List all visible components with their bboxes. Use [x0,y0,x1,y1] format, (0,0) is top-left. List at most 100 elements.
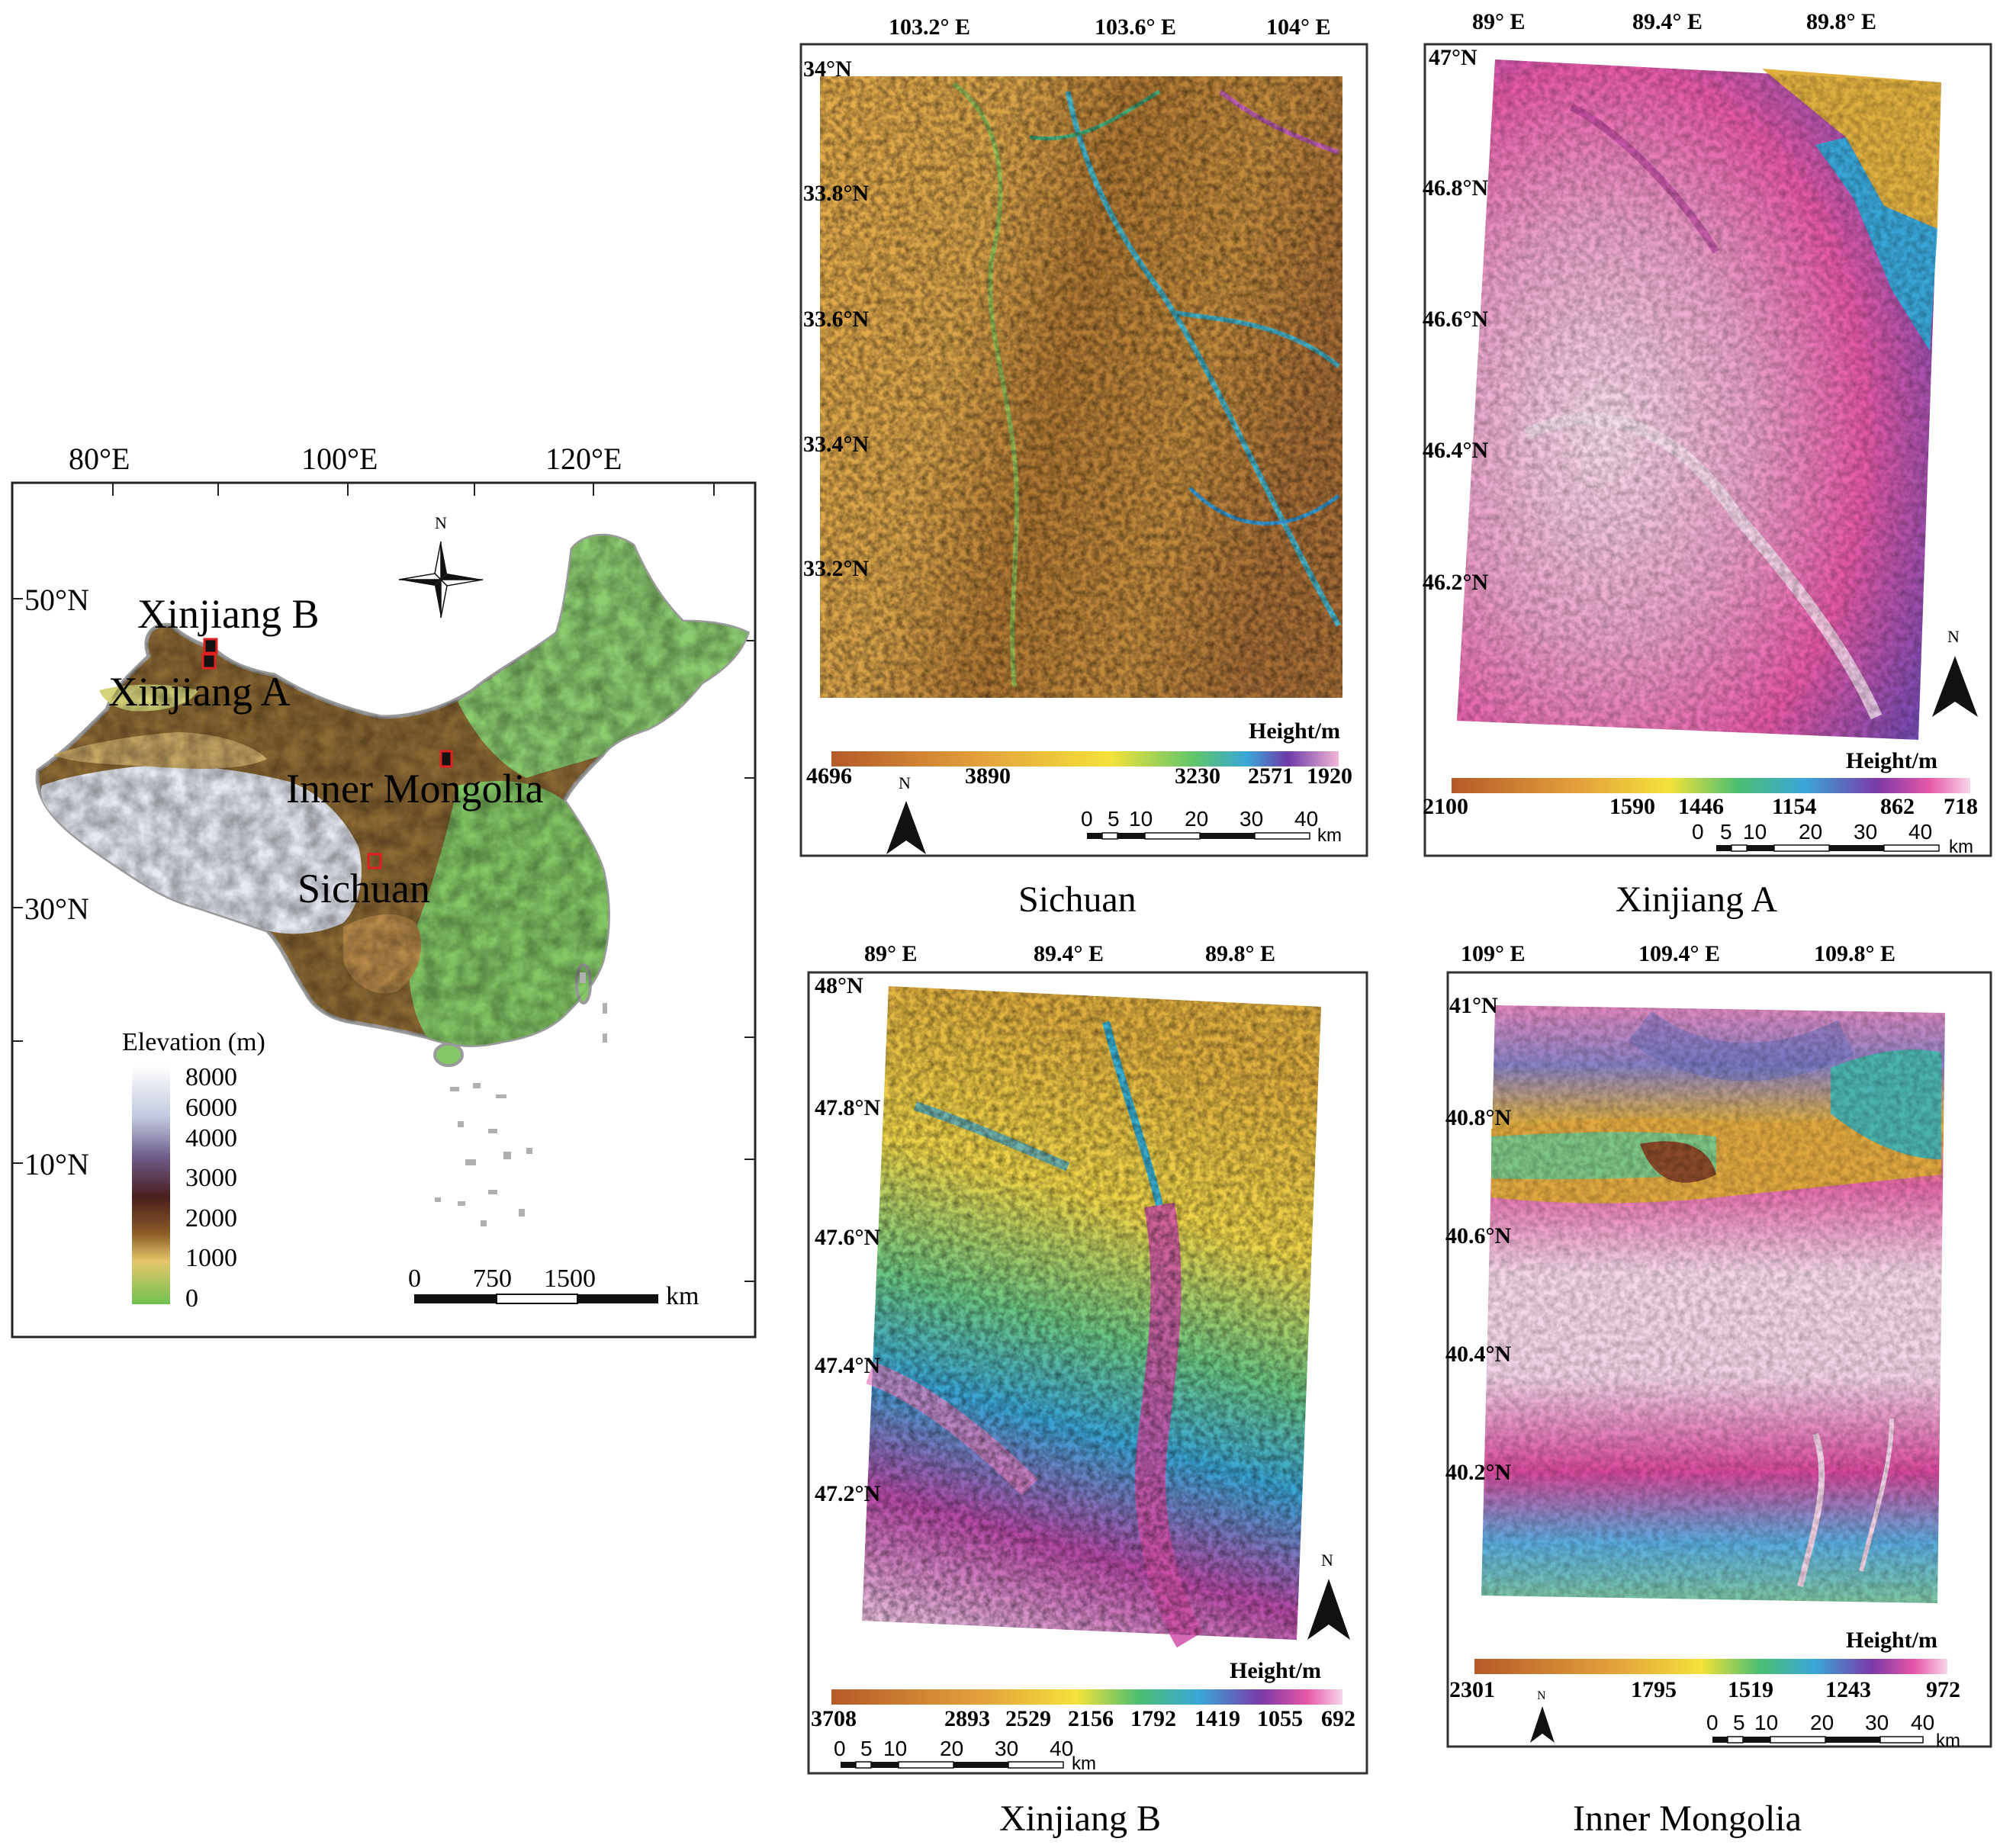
panel-xinjiang-b: 89° E 89.4° E 89.8° E 48°N 47.8°N 47.6°N… [807,941,1368,1839]
dem-image-xinjiang-b [862,986,1321,1648]
panel-legend-value: 2100 [1423,794,1468,819]
site-marker-inner-mongolia [439,750,453,768]
overview-scale-tick: 0 [408,1265,421,1293]
panel-north-label: N [1947,627,1960,646]
panel-scale-tick: 40 [1911,1711,1934,1734]
site-label-sichuan: Sichuan [297,866,430,911]
panel-scale-bar [841,1761,1064,1769]
overview-map: 80°E 100°E 120°E 50°N 30°N 10°N [11,442,757,1339]
overview-legend-value: 8000 [185,1063,237,1091]
panel-lat-label: 33.4°N [803,432,869,457]
panel-legend-title: Height/m [1846,748,1937,773]
panel-scale-tick: 10 [883,1737,907,1760]
panel-lat-label: 33.6°N [803,307,869,332]
panel-legend-value: 1519 [1728,1677,1773,1702]
site-label-inner-mongolia: Inner Mongolia [286,766,543,812]
panel-lat-label: 40.2°N [1445,1460,1511,1485]
panel-scale-tick: 10 [1743,820,1767,844]
panel-legend-value: 1055 [1257,1706,1303,1731]
panel-scale-bar [1712,1736,1924,1744]
overview-lon-label: 120°E [545,442,622,476]
panel-caption: Sichuan [1018,879,1137,920]
overview-lon-label: 80°E [69,442,130,476]
panel-lat-label: 40.4°N [1445,1342,1511,1367]
panel-legend-title: Height/m [1846,1628,1937,1653]
panel-legend-value: 1792 [1130,1706,1176,1731]
panel-caption: Xinjiang A [1616,879,1777,920]
panel-scale-unit: km [1936,1731,1960,1751]
site-marker-xinjiang-b [203,638,218,654]
panel-lon-label: 89.4° E [1034,941,1104,966]
panel-lat-label: 47°N [1429,45,1477,70]
north-arrow-icon [1530,1706,1555,1743]
overview-legend-value: 6000 [185,1094,237,1122]
dem-image-xinjiang-a [1457,59,1941,740]
panel-lat-label: 47.8°N [815,1095,880,1120]
overview-scale-tick: 750 [473,1265,512,1293]
panel-legend-value: 3230 [1175,763,1220,789]
panel-lon-label: 89.8° E [1205,941,1275,966]
overview-legend-title: Elevation (m) [122,1028,265,1056]
panel-lat-label: 33.8°N [803,181,869,206]
site-label-xinjiang-a: Xinjiang A [108,669,291,715]
panel-north-label: N [899,773,911,792]
compass-rose-icon [398,541,484,619]
panel-scale-tick: 5 [1720,820,1732,844]
panel-scale-tick: 5 [860,1737,873,1760]
panel-legend-value: 862 [1880,794,1915,819]
panel-scale-unit: km [1949,837,1973,857]
panel-legend-value: 4696 [806,763,852,789]
panel-legend-value: 1446 [1678,794,1724,819]
panel-scale-tick: 10 [1754,1711,1778,1734]
panel-scale-tick: 20 [1799,820,1822,844]
panel-scale-tick: 5 [1733,1711,1745,1734]
panel-scale-tick: 10 [1129,807,1153,831]
panel-scale-tick: 30 [995,1737,1018,1760]
panel-legend-value: 1795 [1631,1677,1677,1702]
overview-scale-bar [414,1294,658,1304]
panel-caption: Inner Mongolia [1573,1798,1802,1839]
panel-legend-bar [1474,1659,1947,1674]
site-label-xinjiang-b: Xinjiang B [137,591,320,637]
overview-legend-bar [132,1066,170,1304]
panel-legend-value: 972 [1926,1677,1960,1702]
overview-legend-value: 1000 [185,1244,237,1272]
panel-scale-unit: km [1072,1753,1096,1774]
panel-scale-tick: 0 [834,1737,846,1760]
panel-scale-tick: 20 [1810,1711,1834,1734]
overview-lat-label: 50°N [24,583,89,617]
panel-scale-tick: 30 [1865,1711,1889,1734]
panel-scale-tick: 20 [1185,807,1208,831]
panel-lat-label: 46.8°N [1423,175,1488,201]
panel-scale-bar [1087,832,1310,840]
panel-inner-mongolia: 109° E 109.4° E 109.8° E 41°N 40.8°N 40.… [1445,941,1992,1839]
panel-lon-label: 104° E [1266,14,1331,40]
panel-legend-value: 3708 [811,1706,857,1731]
site-marker-sichuan [367,853,382,869]
panel-scale-tick: 0 [1692,820,1704,844]
panel-legend-value: 2156 [1068,1706,1114,1731]
panel-lat-label: 34°N [803,56,852,82]
panel-scale-tick: 40 [1908,820,1932,844]
panel-scale-bar [1716,844,1940,852]
panel-lon-label: 103.2° E [889,14,970,40]
panel-lat-label: 46.4°N [1423,438,1488,463]
panel-scale-unit: km [1317,825,1342,846]
overview-lat-label: 10°N [24,1147,89,1181]
panel-north-label: N [1321,1551,1333,1570]
panel-xinjiang-a: 89° E 89.4° E 89.8° E 47°N 46.8°N 46.6°N… [1423,9,1992,920]
panel-scale-tick: 0 [1081,807,1093,831]
panel-lat-label: 46.6°N [1423,307,1488,332]
panel-lat-label: 47.4°N [815,1353,880,1378]
panel-scale-tick: 30 [1854,820,1877,844]
overview-north-label: N [435,513,447,532]
panel-caption: Xinjiang B [999,1798,1161,1839]
panel-legend-bar [831,1689,1342,1705]
panel-lon-label: 89.4° E [1632,9,1703,34]
panel-lat-label: 41°N [1449,993,1498,1018]
panel-legend-value: 2571 [1248,763,1294,789]
panel-legend-value: 1243 [1825,1677,1871,1702]
overview-scale-unit: km [666,1282,699,1310]
overview-lat-label: 30°N [24,892,89,926]
north-arrow-icon [1932,656,1978,717]
